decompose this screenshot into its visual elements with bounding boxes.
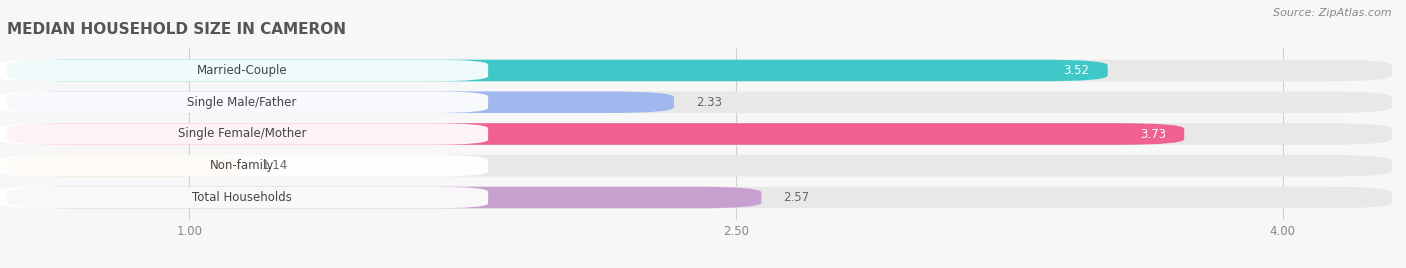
Text: Married-Couple: Married-Couple — [197, 64, 287, 77]
FancyBboxPatch shape — [7, 60, 1108, 81]
FancyBboxPatch shape — [0, 155, 488, 177]
Text: 3.73: 3.73 — [1140, 128, 1166, 140]
FancyBboxPatch shape — [7, 123, 1392, 145]
Text: Single Female/Mother: Single Female/Mother — [177, 128, 307, 140]
Text: 2.57: 2.57 — [783, 191, 810, 204]
FancyBboxPatch shape — [0, 60, 488, 81]
Text: MEDIAN HOUSEHOLD SIZE IN CAMERON: MEDIAN HOUSEHOLD SIZE IN CAMERON — [7, 22, 346, 37]
Text: Single Male/Father: Single Male/Father — [187, 96, 297, 109]
FancyBboxPatch shape — [0, 91, 488, 113]
Text: 3.52: 3.52 — [1063, 64, 1090, 77]
FancyBboxPatch shape — [7, 155, 1392, 177]
FancyBboxPatch shape — [0, 123, 488, 145]
Text: Non-family: Non-family — [209, 159, 274, 172]
FancyBboxPatch shape — [7, 187, 1392, 208]
FancyBboxPatch shape — [7, 91, 1392, 113]
Text: Source: ZipAtlas.com: Source: ZipAtlas.com — [1274, 8, 1392, 18]
FancyBboxPatch shape — [7, 155, 240, 177]
FancyBboxPatch shape — [7, 123, 1184, 145]
FancyBboxPatch shape — [0, 187, 488, 208]
FancyBboxPatch shape — [7, 187, 762, 208]
Text: 1.14: 1.14 — [262, 159, 288, 172]
Text: 2.33: 2.33 — [696, 96, 721, 109]
FancyBboxPatch shape — [7, 60, 1392, 81]
Text: Total Households: Total Households — [193, 191, 292, 204]
FancyBboxPatch shape — [7, 91, 673, 113]
